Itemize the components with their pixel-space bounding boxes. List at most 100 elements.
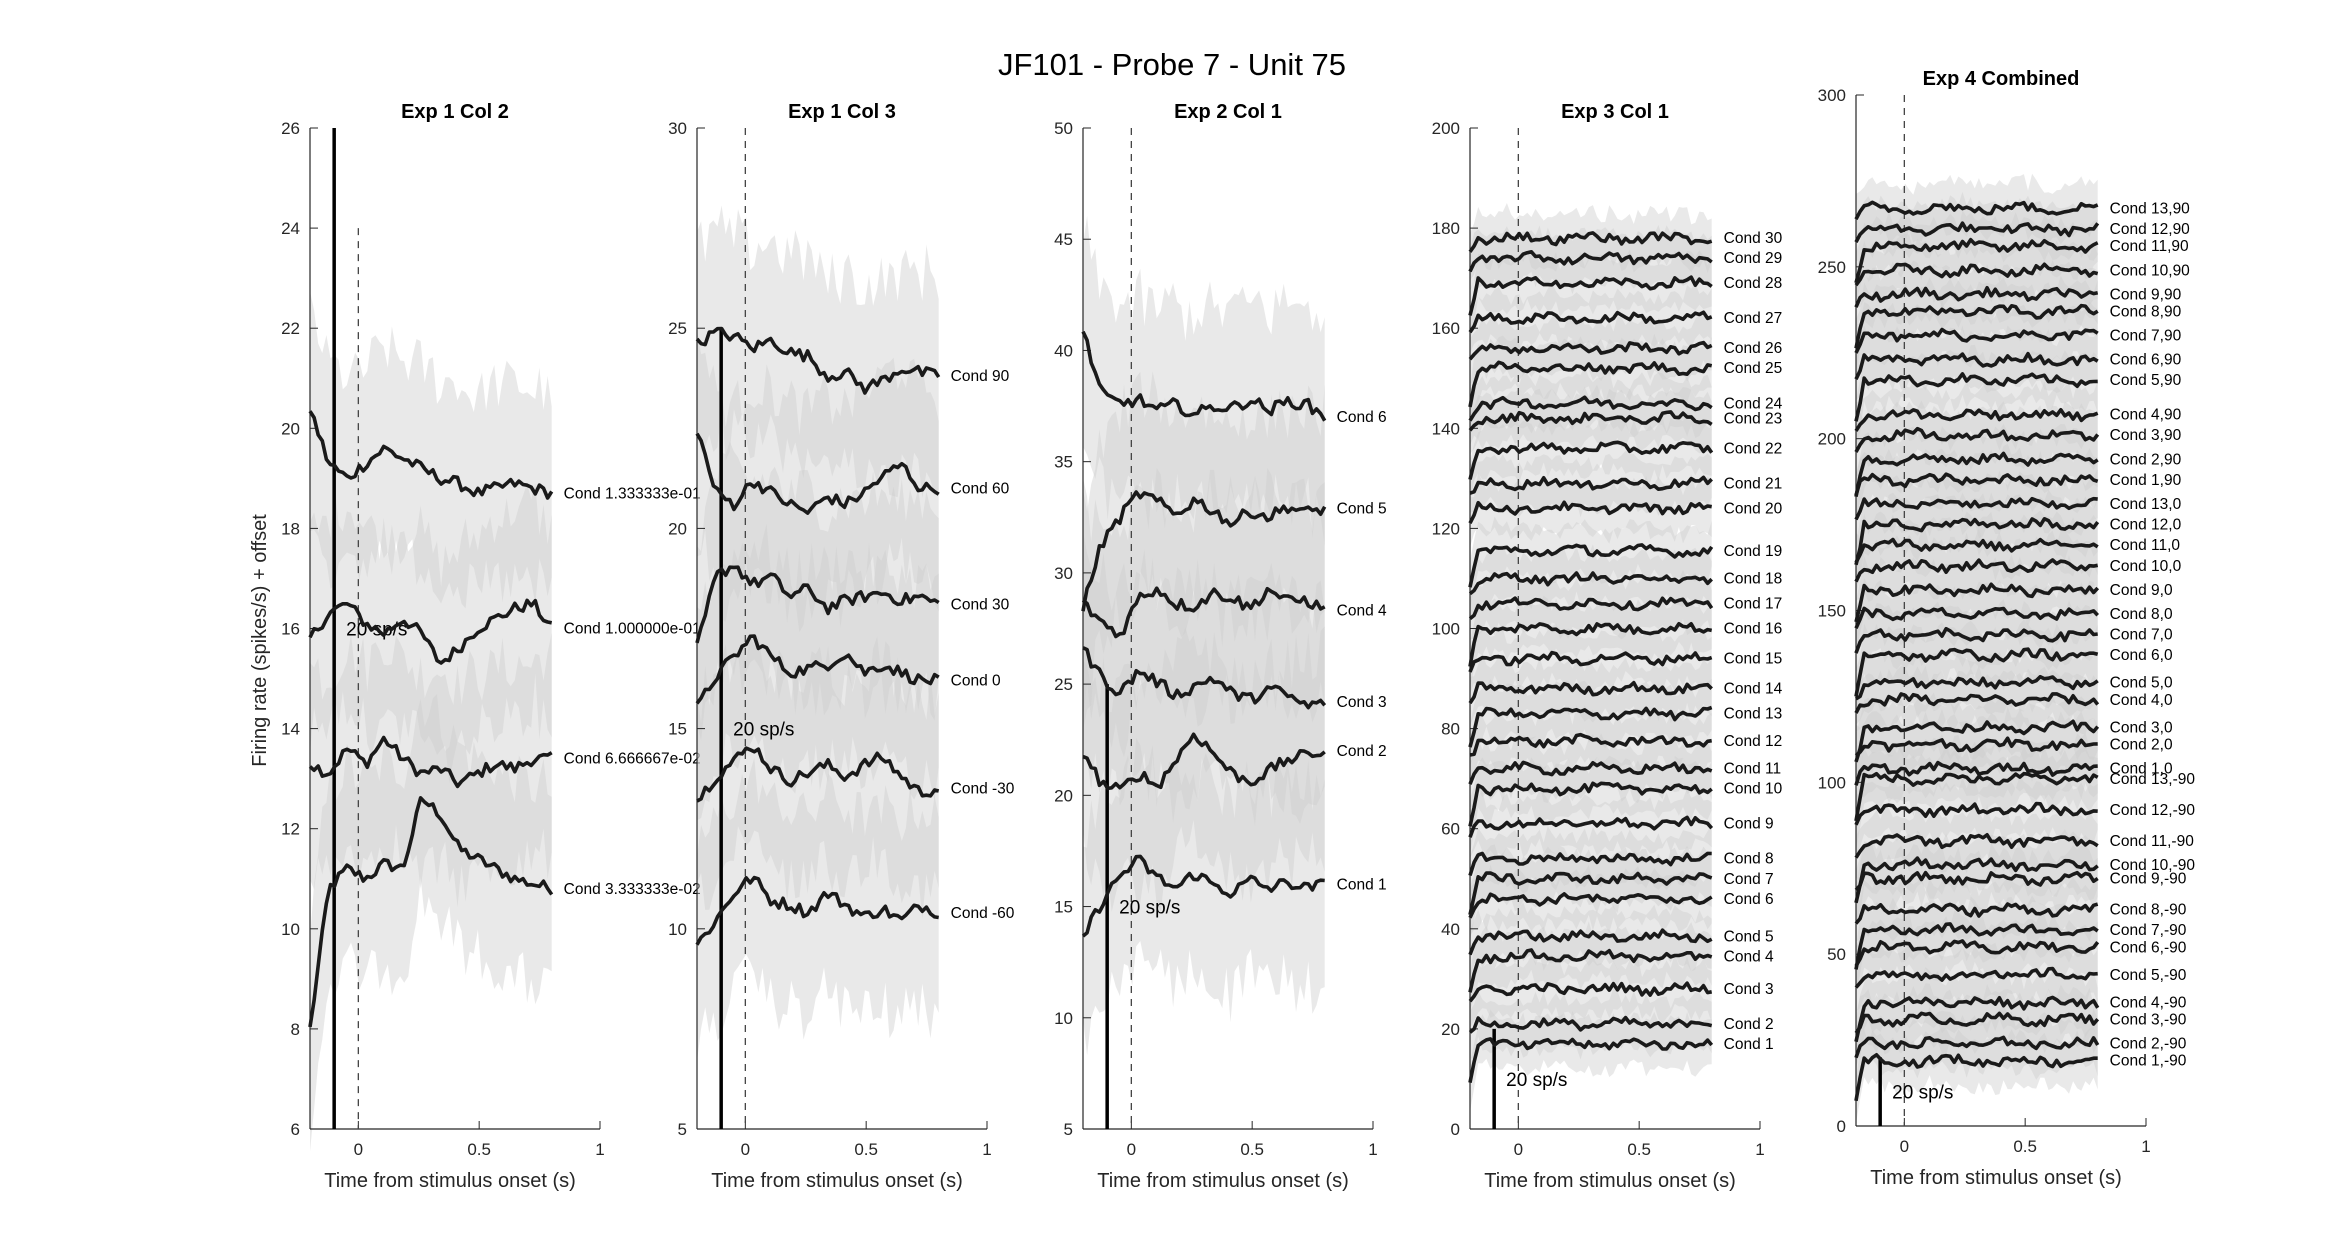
series-line [1854, 771, 2099, 822]
error-band [310, 483, 552, 784]
series-line [1468, 650, 1713, 673]
series-line [1082, 646, 1327, 710]
series-line [1854, 558, 2099, 583]
series-line [1468, 340, 1713, 361]
series-label: Cond 9,90 [2110, 286, 2182, 303]
x-tick-label: 1 [1368, 1140, 1377, 1159]
series-label: Cond 6,-90 [2110, 939, 2187, 956]
series-line [1854, 582, 2100, 623]
panel-5: 0 0.5 1 0 50 100 150 200 250 300 20 sp/s Cond 1,-90… [1818, 68, 2196, 1189]
series-label: Cond 1,90 [2110, 472, 2182, 489]
error-band [697, 330, 939, 633]
error-band [1083, 531, 1325, 826]
y-tick-label: 160 [1432, 319, 1460, 338]
scale-bar-label: 20 sp/s [1506, 1070, 1567, 1091]
series-line [1854, 760, 2098, 786]
series-label: Cond 17 [1724, 595, 1783, 612]
series-line [1854, 856, 2099, 904]
series-label: Cond 5,90 [2110, 372, 2182, 389]
series-label: Cond 6 [1337, 409, 1387, 426]
error-band [1856, 325, 2098, 401]
x-tick-label: 0.5 [1627, 1140, 1651, 1159]
error-band [310, 291, 552, 609]
y-tick-label: 26 [281, 119, 300, 138]
series-line [1468, 395, 1713, 422]
x-axis-label: Time from stimulus onset (s) [1484, 1170, 1736, 1192]
y-tick-label: 24 [281, 219, 300, 238]
x-tick-label: 0.5 [854, 1140, 878, 1159]
panel-title: Exp 1 Col 3 [788, 101, 896, 123]
x-tick-label: 0.5 [2013, 1137, 2037, 1156]
series-label: Cond 3,-90 [2110, 1011, 2187, 1028]
series-line [695, 326, 941, 395]
y-tick-label: 20 [668, 519, 687, 538]
series-label: Cond 11 [1724, 761, 1781, 778]
series-label: Cond 18 [1724, 570, 1783, 587]
series-label: Cond 4,90 [2110, 407, 2182, 424]
x-tick-label: 1 [595, 1140, 604, 1159]
series-line [308, 796, 554, 1028]
y-tick-label: 50 [1054, 119, 1073, 138]
series-line [1854, 537, 2099, 564]
error-band [1856, 489, 2098, 587]
series-line [1854, 303, 2099, 349]
x-tick-label: 0.5 [467, 1140, 491, 1159]
series-line [1854, 408, 2099, 432]
series-label: Cond 2,90 [2110, 451, 2182, 468]
series-label: Cond 2,-90 [2110, 1036, 2187, 1053]
error-band [1470, 679, 1712, 767]
y-tick-label: 25 [668, 319, 687, 338]
series-label: Cond 11,0 [2110, 537, 2181, 554]
error-band [1470, 844, 1712, 941]
series-label: Cond 22 [1724, 440, 1783, 457]
error-band [1856, 1026, 2098, 1124]
y-tick-label: 80 [1441, 720, 1460, 739]
error-band [1856, 692, 2098, 783]
series-line [1468, 815, 1714, 838]
series-label: Cond -30 [951, 781, 1015, 798]
series-label: Cond 25 [1724, 360, 1783, 377]
error-band [1856, 829, 2098, 926]
error-band [1470, 733, 1712, 809]
series-label: Cond 1 [1724, 1036, 1774, 1053]
x-tick-label: 0 [1900, 1137, 1909, 1156]
series-line [1854, 1011, 2100, 1035]
error-band [1856, 804, 2098, 882]
series-label: Cond 10,-90 [2110, 857, 2196, 874]
series-line [1468, 680, 1713, 705]
error-band [1083, 216, 1325, 546]
error-band [1470, 921, 1712, 1011]
series-line [1854, 606, 2100, 629]
series-line [1081, 854, 1325, 938]
series-label: Cond 5,-90 [2110, 967, 2187, 984]
x-tick-label: 0 [1127, 1140, 1136, 1159]
panel-title: Exp 4 Combined [1923, 68, 2080, 90]
error-band [1470, 225, 1712, 295]
series-label: Cond 13 [1724, 706, 1783, 723]
y-tick-label: 40 [1054, 341, 1073, 360]
series-label: Cond 30 [1724, 230, 1783, 247]
error-band [1856, 510, 2098, 595]
x-tick-label: 1 [1755, 1140, 1764, 1159]
series-label: Cond 4,-90 [2110, 994, 2187, 1011]
series-line [1469, 732, 1712, 757]
series-line [1855, 674, 2099, 701]
series-label: Cond 13,90 [2110, 200, 2191, 217]
series-line [1468, 928, 1713, 956]
y-tick-label: 20 [1441, 1020, 1460, 1039]
series-label: Cond 8 [1724, 851, 1774, 868]
series-line [1468, 1015, 1713, 1034]
series-line [1854, 692, 2100, 714]
series-line [1468, 310, 1713, 334]
series-line [1854, 736, 2098, 757]
x-tick-label: 0 [741, 1140, 750, 1159]
series-line [1468, 571, 1713, 596]
y-tick-label: 15 [668, 720, 687, 739]
error-band [697, 636, 939, 920]
series-label: Cond 21 [1724, 475, 1783, 492]
error-band [1470, 203, 1712, 281]
y-tick-label: 30 [668, 119, 687, 138]
series-line [1854, 262, 2099, 287]
series-label: Cond 8,-90 [2110, 901, 2187, 918]
